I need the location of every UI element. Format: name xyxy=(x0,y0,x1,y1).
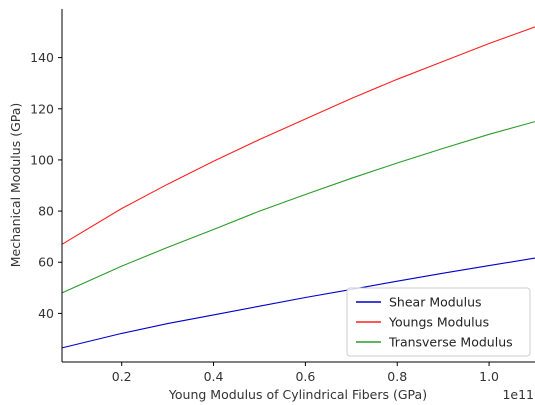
y-tick-label: 100 xyxy=(30,152,54,167)
ticks-layer: 0.2 0.4 0.6 0.8 1.0 40 60 80 100 120 140 xyxy=(30,50,499,384)
x-axis-offset-text: 1e11 xyxy=(502,387,534,402)
plot-area: 0.2 0.4 0.6 0.8 1.0 40 60 80 100 120 140 xyxy=(30,9,535,384)
y-tick-label: 80 xyxy=(38,204,54,219)
legend-box xyxy=(346,287,531,357)
legend: Shear Modulus Youngs Modulus Transverse Mo… xyxy=(346,287,531,357)
series-layer xyxy=(61,26,535,349)
x-tick-label: 1.0 xyxy=(479,369,499,384)
y-tick-label: 120 xyxy=(30,101,54,116)
y-tick-label: 140 xyxy=(30,50,54,65)
x-tick-label: 0.4 xyxy=(204,369,224,384)
y-tick-label: 40 xyxy=(38,306,54,321)
legend-label-youngs-modulus: Youngs Modulus xyxy=(388,315,489,330)
legend-label-transverse-modulus: Transverse Modulus xyxy=(388,335,513,350)
axes-layer xyxy=(61,9,535,363)
series-line-shear-modulus xyxy=(61,257,535,349)
series-line-transverse-modulus xyxy=(61,121,535,294)
x-tick-label: 0.2 xyxy=(112,369,132,384)
y-tick-label: 60 xyxy=(38,255,54,270)
x-tick-label: 0.6 xyxy=(295,369,315,384)
x-tick-label: 0.8 xyxy=(387,369,407,384)
legend-label-shear-modulus: Shear Modulus xyxy=(389,295,482,310)
y-axis-label: Mechanical Modulus (GPa) xyxy=(8,103,23,268)
x-axis-label: Young Modulus of Cylindrical Fibers (GPa… xyxy=(168,387,427,402)
series-line-youngs-modulus xyxy=(61,26,535,245)
